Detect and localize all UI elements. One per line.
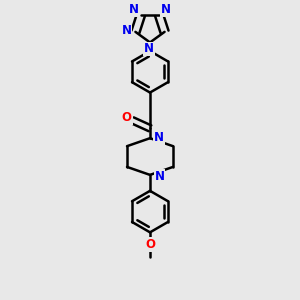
Text: N: N	[144, 42, 154, 55]
Text: N: N	[161, 3, 171, 16]
Text: N: N	[129, 3, 139, 16]
Text: N: N	[154, 170, 165, 183]
Text: O: O	[145, 238, 155, 251]
Text: O: O	[122, 111, 132, 124]
Text: N: N	[154, 131, 164, 144]
Text: N: N	[122, 24, 131, 38]
